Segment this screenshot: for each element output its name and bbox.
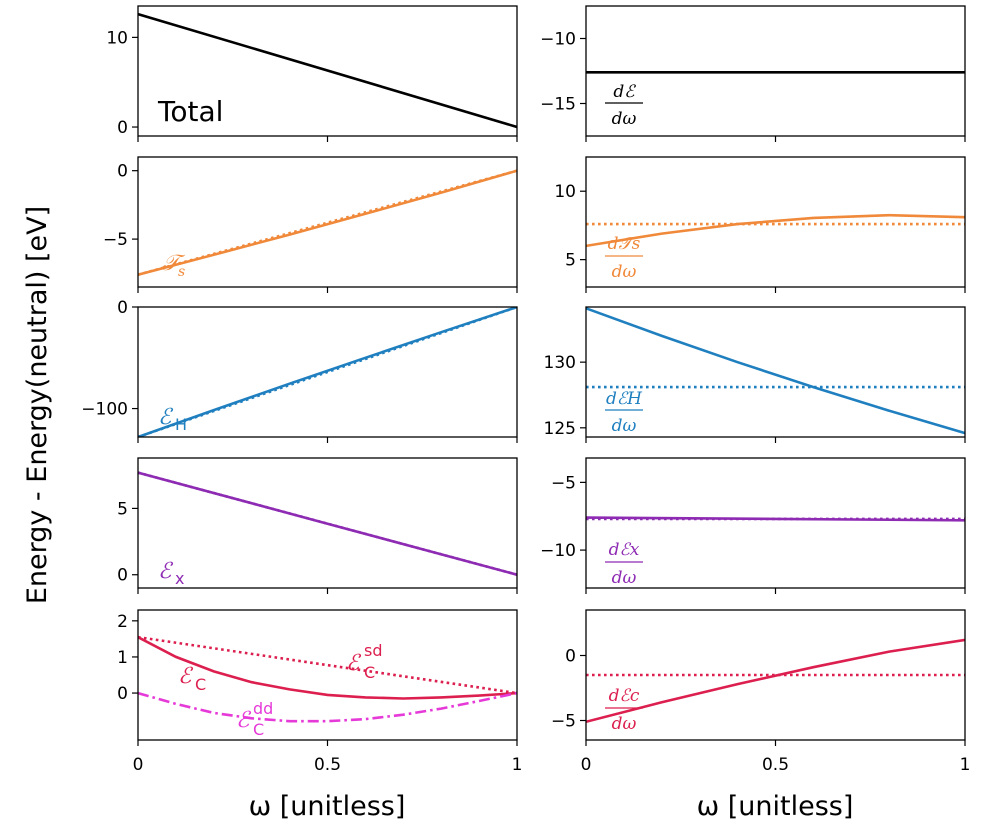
- series-line-9-0: [586, 638, 965, 724]
- label-Ec-dd: ℰ C dd: [236, 699, 273, 739]
- label-dE-domega: dℰ dω: [605, 82, 643, 129]
- x-tick-label-9-1: 0.5: [762, 755, 789, 775]
- y-axis-label: Energy - Energy(neutral) [eV]: [22, 206, 53, 604]
- svg-text:s: s: [178, 264, 185, 280]
- svg-text:ℰ: ℰ: [158, 405, 174, 430]
- svg-text:dω: dω: [612, 416, 637, 436]
- y-tick-label-1-0: −15: [540, 95, 576, 115]
- y-tick-label-6-0: 0: [117, 566, 128, 586]
- y-tick-label-4-0: −100: [81, 400, 128, 420]
- series-line-0-0: [138, 12, 517, 129]
- y-tick-label-0-0: 0: [117, 118, 128, 138]
- y-tick-label-8-1: 1: [117, 648, 128, 668]
- series-line-6-0: [138, 471, 517, 576]
- svg-text:dℰc: dℰc: [609, 686, 640, 706]
- y-tick-label-9-0: −5: [551, 712, 576, 732]
- label-dEH-domega: dℰH dω: [605, 389, 643, 436]
- y-tick-label-0-1: 10: [106, 28, 128, 48]
- y-tick-label-9-1: 0: [565, 647, 576, 667]
- svg-text:dω: dω: [612, 714, 637, 734]
- svg-text:H: H: [175, 415, 187, 434]
- y-tick-label-6-1: 5: [117, 499, 128, 519]
- label-Ec-sd: ℰ C sd: [346, 641, 383, 682]
- label-Ts: 𝒯 s: [162, 251, 186, 280]
- series-line-5-0: [586, 307, 965, 435]
- y-tick-label-4-1: 0: [117, 298, 128, 318]
- series-line-4-1: [138, 307, 517, 437]
- panel-frame-2: [137, 156, 518, 288]
- x-axis-label-left: ω [unitless]: [249, 791, 406, 822]
- svg-text:dω: dω: [612, 109, 637, 129]
- svg-text:C: C: [253, 720, 264, 739]
- y-tick-label-7-0: −10: [540, 541, 576, 561]
- label-dTs-domega: d𝒯s dω: [605, 234, 643, 282]
- series-line-8-1: [138, 635, 517, 695]
- y-tick-label-8-0: 0: [117, 684, 128, 704]
- y-tick-label-2-0: −5: [103, 230, 128, 250]
- label-Ex: ℰ x: [158, 559, 184, 588]
- y-tick-label-8-2: 2: [117, 612, 128, 632]
- x-tick-label-9-2: 1: [960, 755, 971, 775]
- svg-text:ℰ: ℰ: [158, 559, 174, 584]
- svg-text:x: x: [175, 569, 184, 588]
- svg-text:d𝒯s: d𝒯s: [608, 234, 641, 254]
- y-tick-label-7-1: −5: [551, 473, 576, 493]
- series-line-8-0: [138, 635, 517, 700]
- svg-text:dℰ: dℰ: [613, 82, 636, 102]
- y-tick-label-3-0: 5: [565, 251, 576, 271]
- series-line-3-0: [586, 213, 965, 248]
- panel-frame-7: [585, 457, 966, 589]
- y-tick-label-5-0: 125: [544, 419, 576, 439]
- svg-text:sd: sd: [364, 641, 383, 660]
- svg-text:dω: dω: [612, 262, 637, 282]
- svg-text:dℰx: dℰx: [609, 540, 640, 560]
- x-axis-label-right: ω [unitless]: [697, 791, 854, 822]
- y-tick-label-5-1: 130: [544, 353, 576, 373]
- y-tick-label-2-1: 0: [117, 162, 128, 182]
- svg-text:dω: dω: [612, 568, 637, 588]
- svg-text:C: C: [364, 663, 375, 682]
- label-dEc-domega: dℰc dω: [605, 686, 643, 734]
- x-tick-label-8-0: 0: [133, 755, 144, 775]
- svg-text:dℰH: dℰH: [606, 389, 643, 409]
- series-line-2-0: [138, 169, 517, 276]
- x-tick-label-9-0: 0: [581, 755, 592, 775]
- y-tick-label-3-1: 10: [554, 182, 576, 202]
- label-Ec: ℰ C: [178, 664, 206, 694]
- svg-text:ℰ: ℰ: [178, 664, 194, 689]
- svg-text:C: C: [195, 675, 206, 694]
- series-line-7-0: [586, 516, 965, 522]
- label-total: Total: [157, 95, 223, 128]
- y-tick-label-1-1: −10: [540, 30, 576, 50]
- svg-text:dd: dd: [253, 699, 273, 718]
- series-line-8-2: [138, 691, 517, 723]
- label-dEx-domega: dℰx dω: [605, 540, 643, 588]
- label-EH: ℰ H: [158, 405, 187, 434]
- x-tick-label-8-2: 1: [512, 755, 523, 775]
- x-tick-label-8-1: 0.5: [314, 755, 341, 775]
- svg-text:ℰ: ℰ: [346, 651, 362, 676]
- svg-text:ℰ: ℰ: [236, 708, 252, 733]
